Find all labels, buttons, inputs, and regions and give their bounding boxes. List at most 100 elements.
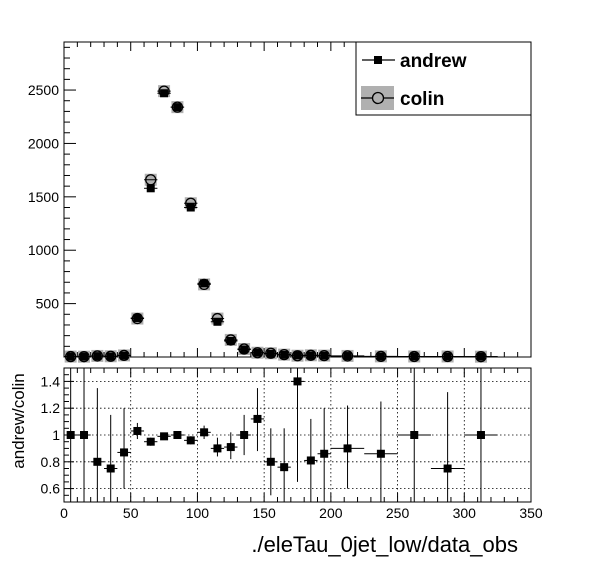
legend-andrew-marker bbox=[374, 56, 382, 64]
ratio-marker bbox=[443, 464, 452, 473]
top-y-tick-label: 1000 bbox=[28, 242, 59, 258]
ratio-marker bbox=[213, 444, 222, 453]
andrew-marker bbox=[200, 279, 209, 288]
x-tick-label: 300 bbox=[453, 505, 477, 521]
andrew-marker bbox=[66, 352, 75, 361]
ratio-point bbox=[197, 425, 211, 440]
ratio-point bbox=[77, 368, 91, 502]
ratio-point bbox=[144, 437, 158, 446]
andrew-point bbox=[250, 348, 265, 357]
andrew-marker bbox=[173, 103, 182, 112]
andrew-marker bbox=[226, 336, 235, 345]
ratio-marker bbox=[133, 426, 142, 435]
andrew-marker bbox=[443, 352, 452, 361]
andrew-marker bbox=[80, 352, 89, 361]
x-tick-label: 50 bbox=[123, 505, 139, 521]
andrew-point bbox=[197, 279, 211, 288]
ratio-marker bbox=[226, 443, 235, 452]
ratio-point bbox=[210, 437, 225, 457]
andrew-marker bbox=[120, 351, 129, 360]
ratio-y-tick-label: 0.8 bbox=[41, 454, 61, 470]
colin-point bbox=[144, 173, 158, 186]
x-tick-label: 350 bbox=[519, 505, 543, 521]
ratio-point bbox=[237, 414, 251, 456]
andrew-point bbox=[184, 203, 198, 212]
andrew-point bbox=[330, 352, 365, 361]
ratio-marker bbox=[66, 431, 75, 439]
andrew-point bbox=[157, 89, 171, 98]
ratio-y-tick-label: 1.2 bbox=[41, 400, 61, 416]
top-panel: 500 1000 1500 2000 2500 bbox=[28, 41, 532, 363]
legend-colin-marker bbox=[371, 91, 385, 105]
ratio-point bbox=[290, 368, 305, 482]
ratio-point bbox=[157, 432, 171, 441]
colin-marker bbox=[131, 312, 144, 325]
top-y-tick-label: 2000 bbox=[28, 135, 59, 151]
colin-marker bbox=[238, 343, 250, 355]
ratio-point bbox=[397, 368, 431, 502]
andrew-point bbox=[130, 314, 145, 323]
ratio-marker bbox=[240, 431, 249, 439]
ratio-marker bbox=[200, 428, 209, 437]
ratio-marker bbox=[120, 448, 129, 457]
ratio-point bbox=[364, 401, 398, 502]
andrew-marker bbox=[266, 349, 275, 358]
ratio-point bbox=[304, 418, 318, 502]
ratio-marker bbox=[266, 457, 275, 466]
andrew-point bbox=[210, 317, 225, 326]
andrew-marker bbox=[146, 184, 155, 193]
ratio-marker bbox=[476, 431, 485, 439]
andrew-point bbox=[104, 352, 118, 361]
legend-colin-label: colin bbox=[400, 89, 444, 110]
ratio-y-tick-label: 0.6 bbox=[41, 481, 61, 497]
andrew-marker bbox=[410, 352, 419, 361]
ratio-panel: 0 50 100 150 200 250 300 350 0.6 0.8 1 1.2 1.4 bbox=[41, 367, 543, 521]
andrew-marker bbox=[280, 350, 289, 359]
ratio-point bbox=[130, 422, 145, 440]
andrew-marker bbox=[240, 345, 249, 354]
ratio-point bbox=[464, 368, 498, 502]
andrew-point bbox=[170, 103, 185, 112]
ratio-point bbox=[317, 408, 331, 502]
ratio-marker bbox=[146, 437, 155, 446]
top-y-tick-label: 500 bbox=[36, 296, 60, 312]
andrew-marker bbox=[133, 314, 142, 323]
ratio-point bbox=[184, 436, 198, 445]
ratio-point bbox=[90, 388, 105, 502]
x-tick-label: 150 bbox=[252, 505, 276, 521]
andrew-marker bbox=[476, 352, 485, 361]
andrew-marker bbox=[306, 351, 315, 360]
x-tick-label: 100 bbox=[186, 505, 210, 521]
ratio-marker bbox=[106, 464, 115, 473]
ratio-marker bbox=[186, 436, 195, 445]
ratio-point bbox=[430, 392, 465, 502]
andrew-point bbox=[317, 351, 331, 360]
y-axis-label: andrew/colin bbox=[9, 373, 28, 468]
andrew-point bbox=[90, 352, 105, 361]
andrew-point bbox=[117, 351, 131, 360]
ratio-marker bbox=[410, 431, 419, 439]
ratio-point bbox=[117, 408, 131, 489]
colin-marker bbox=[265, 347, 277, 359]
ratio-marker bbox=[173, 431, 182, 439]
andrew-point bbox=[397, 352, 431, 361]
andrew-point bbox=[224, 336, 238, 345]
ratio-y-tick-label: 1.4 bbox=[41, 373, 61, 389]
andrew-marker bbox=[93, 352, 102, 361]
ratio-marker bbox=[93, 457, 102, 466]
ratio-marker bbox=[320, 449, 329, 458]
ratio-point bbox=[250, 388, 265, 452]
top-y-tick-label: 1500 bbox=[28, 189, 59, 205]
ratio-marker bbox=[306, 456, 315, 465]
x-tick-label: 0 bbox=[60, 505, 68, 521]
ratio-marker bbox=[160, 432, 169, 441]
ratio-point bbox=[330, 405, 365, 489]
ratio-y-tick-label: 1 bbox=[52, 427, 60, 443]
andrew-point bbox=[304, 351, 318, 360]
andrew-marker bbox=[343, 352, 352, 361]
ratio-marker bbox=[280, 463, 289, 472]
andrew-point bbox=[237, 345, 251, 354]
andrew-point bbox=[77, 352, 91, 361]
legend-andrew-label: andrew bbox=[400, 51, 467, 72]
